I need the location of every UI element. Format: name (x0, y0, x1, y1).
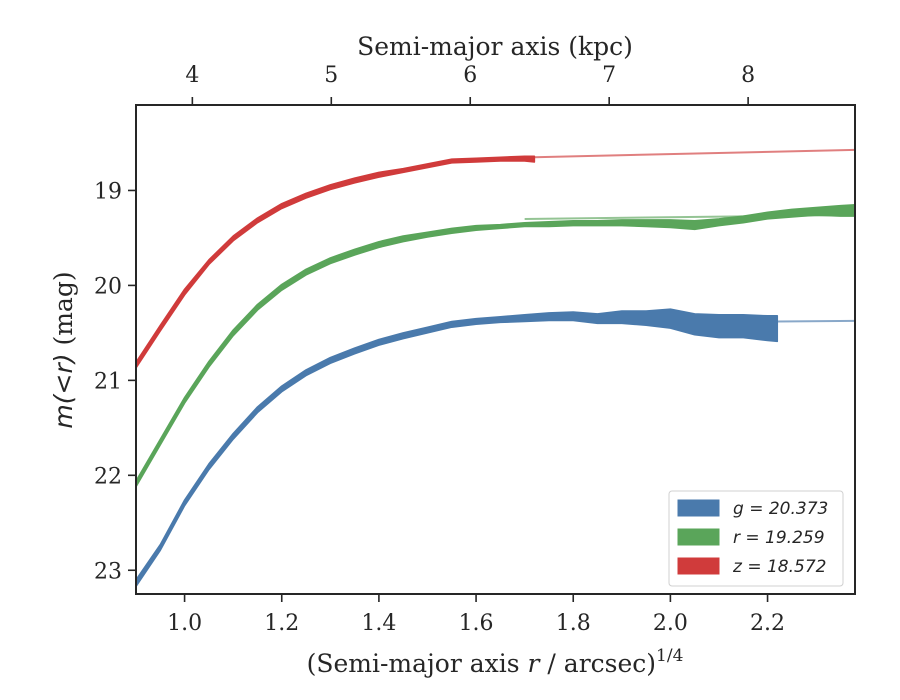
legend-label-2: z = 18.572 (732, 557, 826, 577)
ylabel-unit: (mag) (49, 271, 78, 353)
y-tick-label: 21 (94, 369, 122, 394)
model-line-2 (534, 148, 856, 159)
x-tick-label: 2.2 (750, 611, 785, 636)
x-tick-label: 1.6 (459, 611, 494, 636)
legend-label-1: r = 19.259 (733, 528, 825, 548)
x-tick-label: 1.4 (361, 611, 396, 636)
profile-band-1 (135, 203, 856, 488)
legend-items: g = 20.373 r = 19.259 z = 18.572 (677, 499, 828, 577)
xlabel-superscript: 1/4 (656, 646, 683, 666)
top-x-axis: 4 5 6 7 8 (185, 63, 755, 105)
xlabel-pre: (Semi-major axis (307, 649, 528, 678)
legend-swatch-1 (677, 528, 720, 546)
xlabel-var: r (528, 649, 542, 678)
x-tick-label: 1.0 (167, 611, 202, 636)
top-tick-label: 8 (741, 63, 755, 88)
ylabel-math: m(<r) (49, 353, 78, 428)
profile-band-2 (135, 155, 536, 369)
bottom-axis-title: (Semi-major axis r / arcsec)1/4 (307, 646, 684, 678)
top-tick-label: 5 (324, 63, 338, 88)
bottom-x-axis: 1.0 1.2 1.4 1.6 1.8 2.0 2.2 (167, 594, 785, 636)
legend-label-0: g = 20.373 (733, 499, 828, 519)
legend-swatch-2 (677, 557, 720, 575)
top-tick-label: 6 (463, 63, 477, 88)
xlabel-post: / arcsec) (539, 649, 656, 678)
y-axis: 19 20 21 22 23 (94, 179, 136, 584)
x-tick-label: 1.8 (556, 611, 591, 636)
top-tick-label: 4 (185, 63, 199, 88)
profile-band-0 (135, 308, 779, 588)
legend: g = 20.373 r = 19.259 z = 18.572 (668, 490, 844, 587)
y-tick-label: 20 (94, 274, 122, 299)
top-axis-title: Semi-major axis (kpc) (357, 32, 633, 61)
y-tick-label: 19 (94, 179, 122, 204)
x-tick-label: 2.0 (653, 611, 688, 636)
y-axis-title: m(<r) (mag) (49, 271, 78, 428)
top-tick-label: 7 (602, 63, 616, 88)
x-tick-label: 1.2 (264, 611, 299, 636)
y-tick-label: 22 (94, 464, 122, 489)
legend-swatch-0 (677, 499, 720, 517)
y-tick-label: 23 (94, 559, 122, 584)
plot-frame (135, 104, 856, 595)
